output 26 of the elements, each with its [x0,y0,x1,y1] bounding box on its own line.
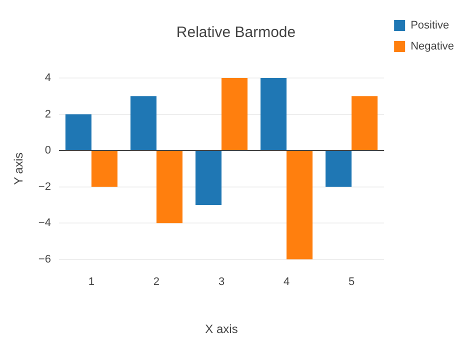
bar [156,151,182,224]
x-tick-label: 2 [153,276,160,288]
y-tick-label: −2 [38,180,51,193]
y-tick-label: 4 [44,72,51,84]
legend-label: Negative [410,40,454,53]
x-tick-label: 3 [218,276,225,288]
bar [130,96,156,150]
x-tick-label: 5 [348,276,355,288]
x-axis-title: X axis [205,322,238,336]
bar [91,151,118,187]
legend-label: Positive [410,20,450,32]
bar [352,96,378,150]
y-tick-label: 2 [44,108,51,120]
x-tick-label: 1 [88,276,95,288]
y-axis-title: Y axis [12,152,26,185]
bar [65,114,92,150]
x-tick-label: 4 [283,276,290,288]
bar [326,151,352,187]
bar [286,151,313,260]
y-tick-label: −6 [38,253,51,266]
y-tick-label: 0 [44,144,51,157]
chart-title: Relative Barmode [176,24,296,42]
bar [196,151,222,205]
bar [260,78,287,150]
y-tick-label: −4 [38,217,51,230]
bar [222,78,248,150]
